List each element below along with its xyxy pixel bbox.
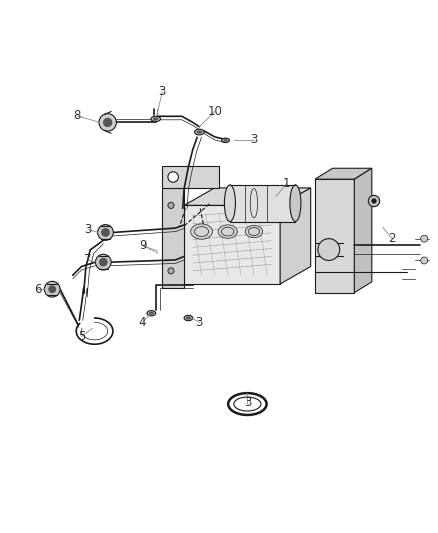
Circle shape — [95, 254, 111, 270]
Circle shape — [168, 203, 174, 208]
Ellipse shape — [245, 225, 263, 238]
Text: 2: 2 — [388, 232, 395, 245]
Text: 1: 1 — [283, 177, 290, 190]
Polygon shape — [184, 205, 280, 284]
Circle shape — [318, 239, 340, 261]
Ellipse shape — [290, 185, 301, 222]
Ellipse shape — [147, 311, 155, 316]
Ellipse shape — [149, 312, 154, 315]
Ellipse shape — [191, 224, 212, 239]
Polygon shape — [280, 188, 311, 284]
Circle shape — [98, 224, 113, 240]
Circle shape — [372, 199, 376, 203]
Text: 3: 3 — [250, 133, 258, 147]
Text: 5: 5 — [78, 330, 85, 343]
Text: 3: 3 — [196, 316, 203, 329]
Ellipse shape — [197, 131, 202, 134]
Ellipse shape — [184, 316, 193, 321]
Circle shape — [48, 285, 56, 293]
Ellipse shape — [153, 117, 158, 120]
Polygon shape — [230, 185, 295, 222]
Ellipse shape — [218, 225, 237, 238]
Polygon shape — [354, 168, 372, 293]
Polygon shape — [315, 179, 354, 293]
Polygon shape — [184, 188, 311, 205]
Circle shape — [99, 258, 108, 266]
Text: 3: 3 — [159, 85, 166, 99]
Text: 7: 7 — [84, 254, 92, 266]
Ellipse shape — [222, 138, 230, 142]
Text: 3: 3 — [244, 396, 251, 409]
Circle shape — [103, 118, 112, 127]
Circle shape — [44, 281, 60, 297]
Text: 4: 4 — [139, 316, 146, 329]
Circle shape — [99, 114, 117, 131]
Ellipse shape — [224, 185, 235, 222]
Text: 6: 6 — [34, 282, 42, 296]
Circle shape — [368, 195, 380, 207]
Polygon shape — [315, 168, 372, 179]
Circle shape — [421, 257, 427, 264]
Text: 10: 10 — [207, 105, 222, 118]
Circle shape — [421, 235, 427, 242]
Ellipse shape — [194, 129, 204, 135]
Ellipse shape — [223, 139, 228, 142]
Circle shape — [168, 172, 178, 182]
Circle shape — [168, 268, 174, 274]
Text: 9: 9 — [139, 239, 146, 252]
Text: 3: 3 — [85, 223, 92, 236]
Polygon shape — [162, 166, 219, 188]
Polygon shape — [162, 188, 184, 288]
Ellipse shape — [186, 317, 191, 320]
Ellipse shape — [151, 116, 160, 122]
Text: 8: 8 — [74, 109, 81, 123]
Circle shape — [101, 228, 110, 237]
